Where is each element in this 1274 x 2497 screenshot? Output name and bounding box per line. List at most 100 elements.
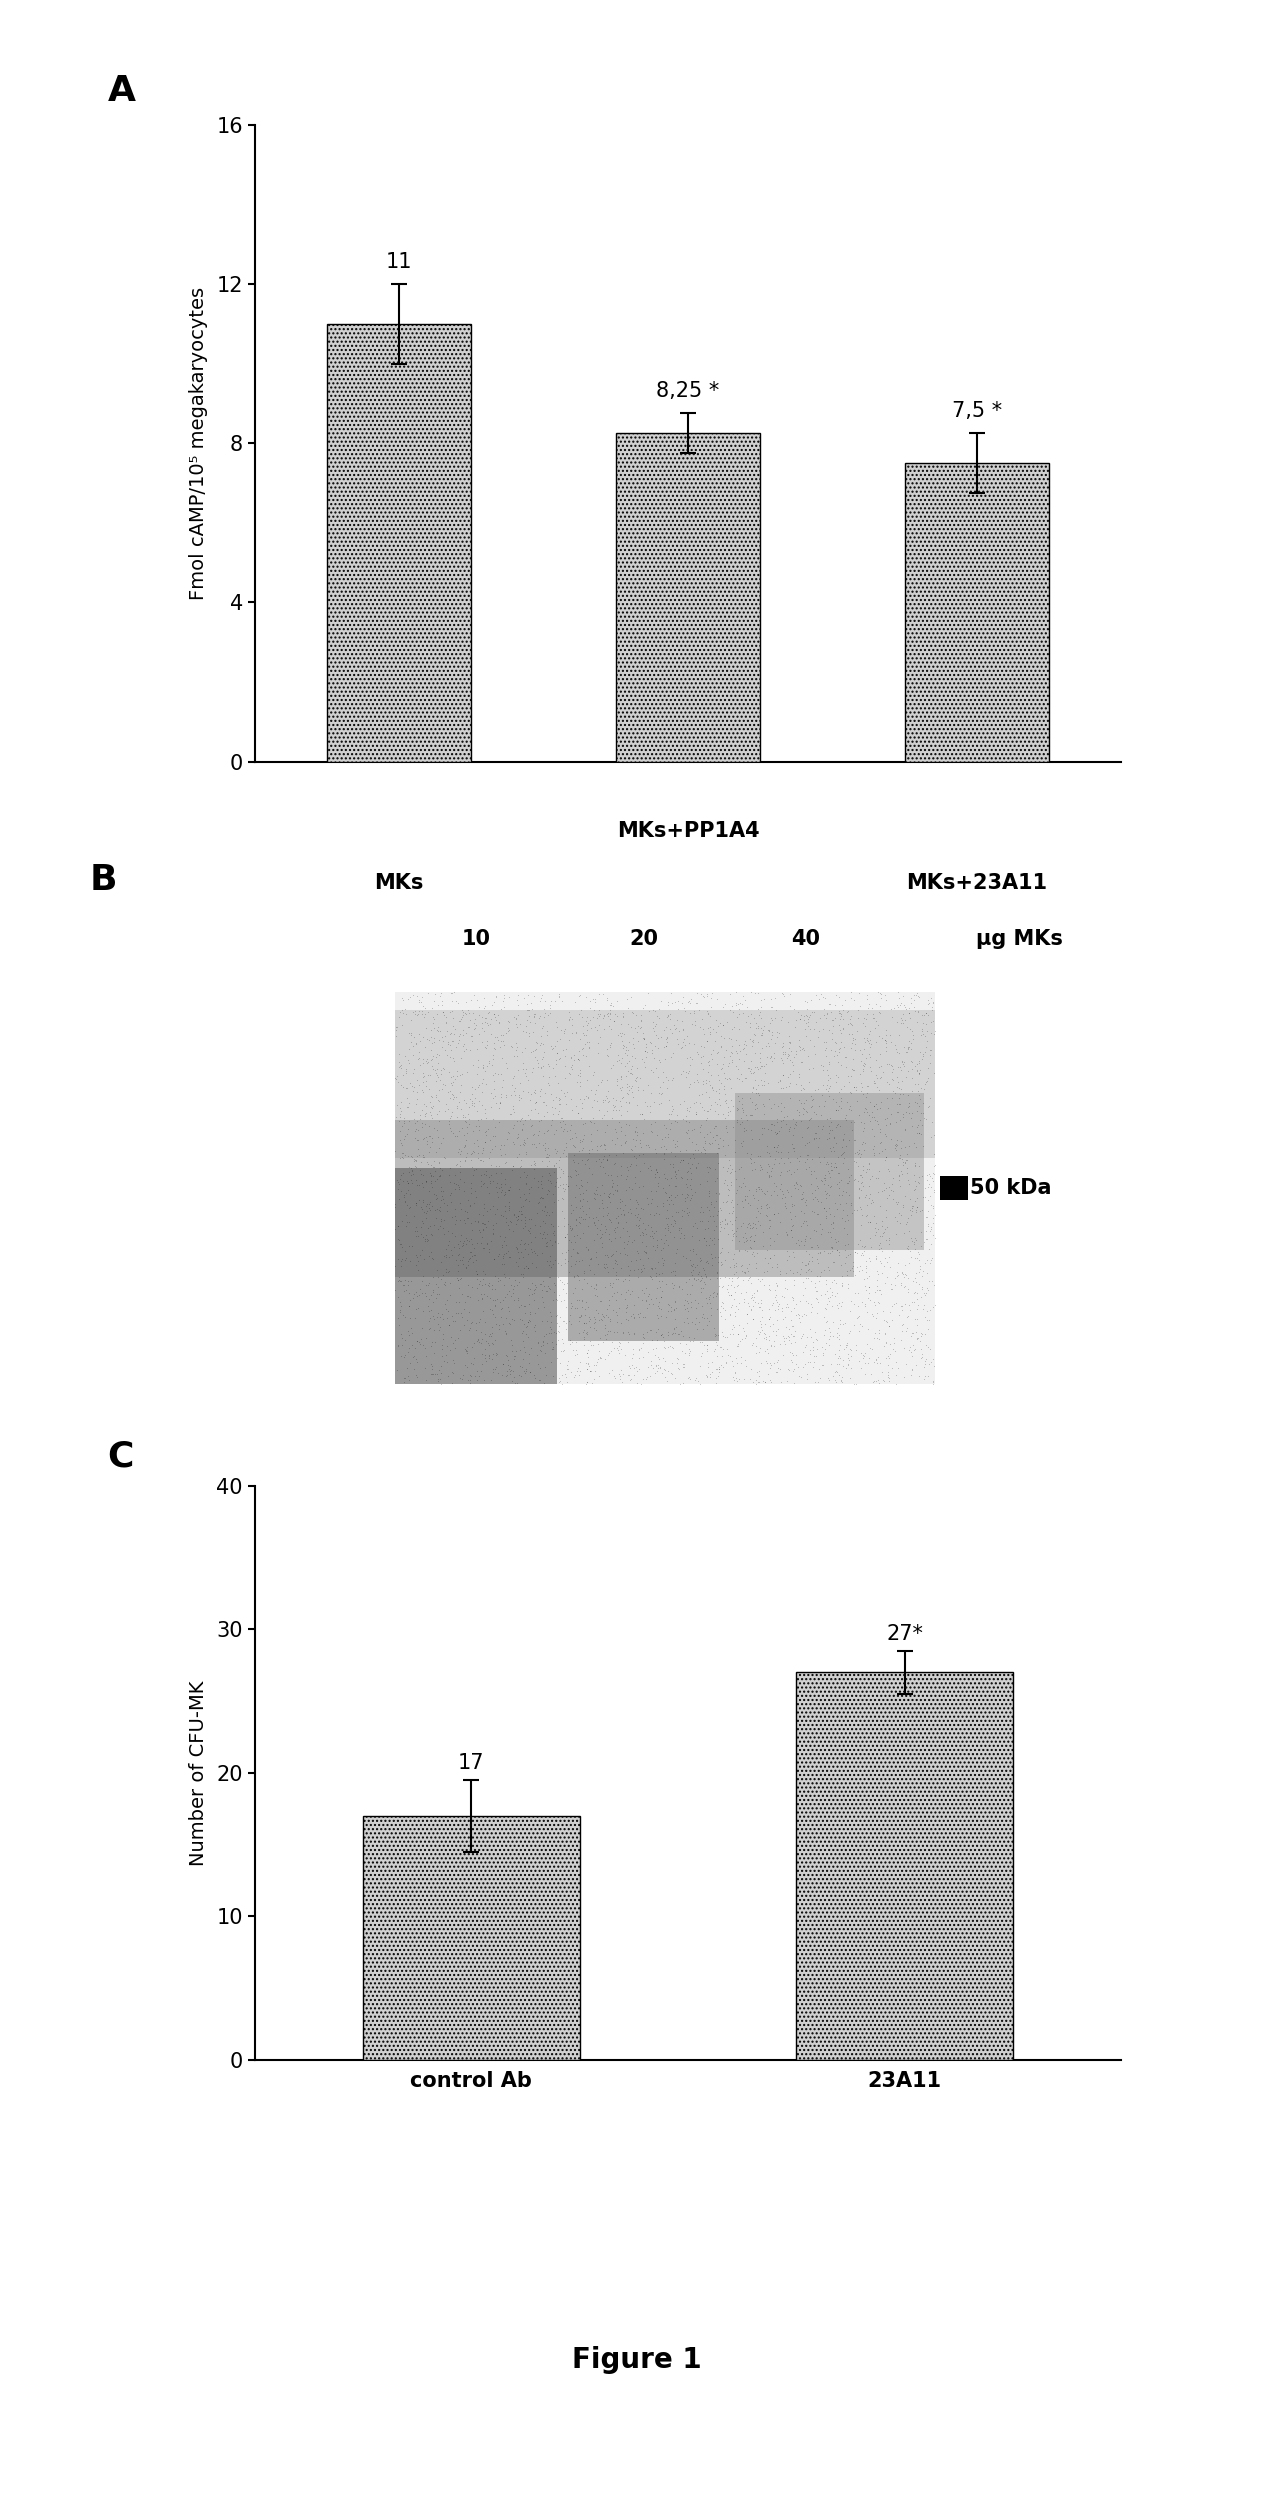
Point xyxy=(587,1066,608,1106)
Point xyxy=(610,1106,631,1146)
Point xyxy=(768,1308,789,1348)
Point xyxy=(877,1179,897,1219)
Point xyxy=(440,1079,460,1119)
Point xyxy=(661,984,682,1024)
Point xyxy=(701,1084,721,1124)
Point xyxy=(515,1293,535,1333)
Point xyxy=(606,1064,627,1104)
Point xyxy=(832,1191,852,1231)
Point xyxy=(784,1131,804,1171)
Point xyxy=(892,1306,912,1346)
Point xyxy=(466,1253,487,1293)
Point xyxy=(660,1009,680,1049)
Point xyxy=(633,1273,654,1313)
Point xyxy=(564,1134,585,1174)
Point xyxy=(762,1104,782,1144)
Point xyxy=(399,1273,419,1313)
Point xyxy=(698,1209,719,1248)
Point xyxy=(553,1179,573,1219)
Point xyxy=(613,994,633,1034)
Point xyxy=(911,1014,931,1054)
Point xyxy=(524,1356,544,1396)
Point xyxy=(921,1341,941,1381)
Point xyxy=(771,1151,791,1191)
Point xyxy=(427,1094,447,1134)
Point xyxy=(719,1194,739,1234)
Point xyxy=(781,1313,801,1353)
Point xyxy=(794,1174,814,1214)
Point xyxy=(524,1149,544,1189)
Point xyxy=(544,1216,564,1256)
Point xyxy=(727,1049,748,1089)
Point xyxy=(473,1131,493,1171)
Point xyxy=(703,1209,724,1248)
Point xyxy=(817,994,837,1034)
Point xyxy=(405,1328,426,1368)
Point xyxy=(475,1328,496,1368)
Point xyxy=(755,1194,776,1234)
Point xyxy=(735,1001,755,1041)
Point xyxy=(592,1184,613,1224)
Point xyxy=(767,1194,787,1234)
Point xyxy=(729,1323,749,1363)
Point xyxy=(619,1179,640,1219)
Point xyxy=(530,1164,550,1204)
Point xyxy=(907,1306,927,1346)
Point xyxy=(507,1026,527,1066)
Point xyxy=(583,1054,604,1094)
Point xyxy=(456,1101,476,1141)
Point xyxy=(505,1194,525,1234)
Point xyxy=(829,1009,850,1049)
Point xyxy=(413,1156,433,1196)
Point xyxy=(527,1343,548,1383)
Point xyxy=(445,971,465,1011)
Point xyxy=(511,1141,531,1181)
Point xyxy=(828,1029,848,1069)
Point xyxy=(706,1358,726,1398)
Bar xyxy=(568,1154,719,1341)
Point xyxy=(901,1099,921,1139)
Point xyxy=(583,1358,604,1398)
Point xyxy=(659,1351,679,1391)
Point xyxy=(740,1291,761,1331)
Point xyxy=(869,1071,889,1111)
Point xyxy=(691,1044,711,1084)
Point xyxy=(617,1283,637,1323)
Point xyxy=(480,1221,501,1261)
Point xyxy=(754,1174,775,1214)
Point xyxy=(615,1056,636,1096)
Point xyxy=(767,1126,787,1166)
Point xyxy=(860,1353,880,1393)
Point xyxy=(485,1029,506,1069)
Point xyxy=(787,991,808,1031)
Point xyxy=(878,1346,898,1386)
Point xyxy=(850,1186,870,1226)
Point xyxy=(427,1049,447,1089)
Point xyxy=(452,1224,473,1263)
Point xyxy=(389,1306,409,1346)
Point xyxy=(907,1278,927,1318)
Point xyxy=(836,1256,856,1296)
Point xyxy=(654,1326,674,1366)
Point xyxy=(734,1164,754,1204)
Point xyxy=(818,1059,838,1099)
Point xyxy=(577,1139,598,1179)
Point xyxy=(419,1021,440,1061)
Point xyxy=(566,1241,586,1281)
Point xyxy=(743,1278,763,1318)
Point xyxy=(390,1286,410,1326)
Point xyxy=(754,1318,775,1358)
Point xyxy=(482,999,502,1039)
Point xyxy=(719,1019,739,1059)
Point xyxy=(513,1351,534,1391)
Point xyxy=(752,1291,772,1331)
Point xyxy=(587,1126,608,1166)
Point xyxy=(743,1071,763,1111)
Point xyxy=(485,1154,506,1194)
Point xyxy=(438,1221,459,1261)
Point xyxy=(409,1276,429,1316)
Point xyxy=(903,1221,924,1261)
Point xyxy=(515,1179,535,1219)
Point xyxy=(739,1258,759,1298)
Point xyxy=(787,1293,808,1333)
